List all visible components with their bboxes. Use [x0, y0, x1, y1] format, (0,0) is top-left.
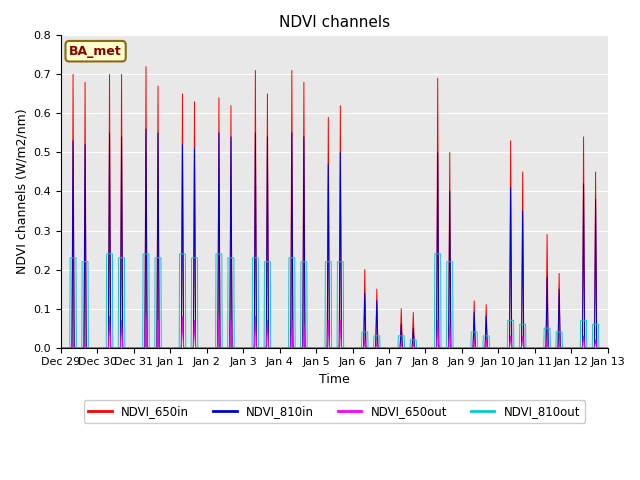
NDVI_810in: [289, 345, 297, 350]
NDVI_650out: [289, 345, 297, 350]
NDVI_810out: [57, 345, 65, 350]
NDVI_650out: [301, 337, 308, 343]
NDVI_650in: [301, 256, 308, 262]
NDVI_810in: [122, 345, 129, 350]
NDVI_810in: [301, 275, 308, 280]
NDVI_810out: [122, 345, 130, 350]
NDVI_810in: [369, 345, 376, 350]
Legend: NDVI_650in, NDVI_810in, NDVI_650out, NDVI_810out: NDVI_650in, NDVI_810in, NDVI_650out, NDV…: [84, 400, 585, 423]
NDVI_650in: [57, 345, 65, 350]
NDVI_810out: [301, 259, 308, 264]
X-axis label: Time: Time: [319, 373, 349, 386]
NDVI_810out: [103, 251, 111, 257]
NDVI_810in: [310, 345, 318, 350]
NDVI_810out: [369, 345, 376, 350]
NDVI_810out: [289, 255, 297, 261]
Line: NDVI_810in: NDVI_810in: [61, 129, 607, 348]
Text: BA_met: BA_met: [69, 45, 122, 58]
NDVI_650out: [99, 345, 107, 350]
Line: NDVI_650in: NDVI_650in: [61, 67, 607, 348]
NDVI_650in: [99, 345, 107, 350]
NDVI_650out: [106, 313, 113, 319]
Line: NDVI_650out: NDVI_650out: [61, 316, 607, 348]
NDVI_650out: [57, 345, 65, 350]
NDVI_650out: [122, 345, 130, 350]
NDVI_650in: [289, 345, 297, 350]
NDVI_650in: [310, 345, 318, 350]
NDVI_650in: [604, 345, 611, 350]
NDVI_650out: [310, 345, 318, 350]
NDVI_810out: [99, 345, 107, 350]
NDVI_650in: [369, 345, 376, 350]
Title: NDVI channels: NDVI channels: [279, 15, 390, 30]
NDVI_810out: [604, 345, 611, 350]
Line: NDVI_810out: NDVI_810out: [61, 254, 607, 348]
NDVI_810in: [99, 345, 107, 350]
NDVI_650in: [142, 64, 150, 70]
NDVI_650out: [604, 345, 611, 350]
NDVI_810in: [142, 126, 150, 132]
NDVI_810out: [310, 345, 318, 350]
NDVI_650out: [369, 345, 376, 350]
Y-axis label: NDVI channels (W/m2/nm): NDVI channels (W/m2/nm): [15, 108, 28, 274]
NDVI_650in: [122, 345, 129, 350]
NDVI_810in: [604, 345, 611, 350]
NDVI_810in: [57, 345, 65, 350]
